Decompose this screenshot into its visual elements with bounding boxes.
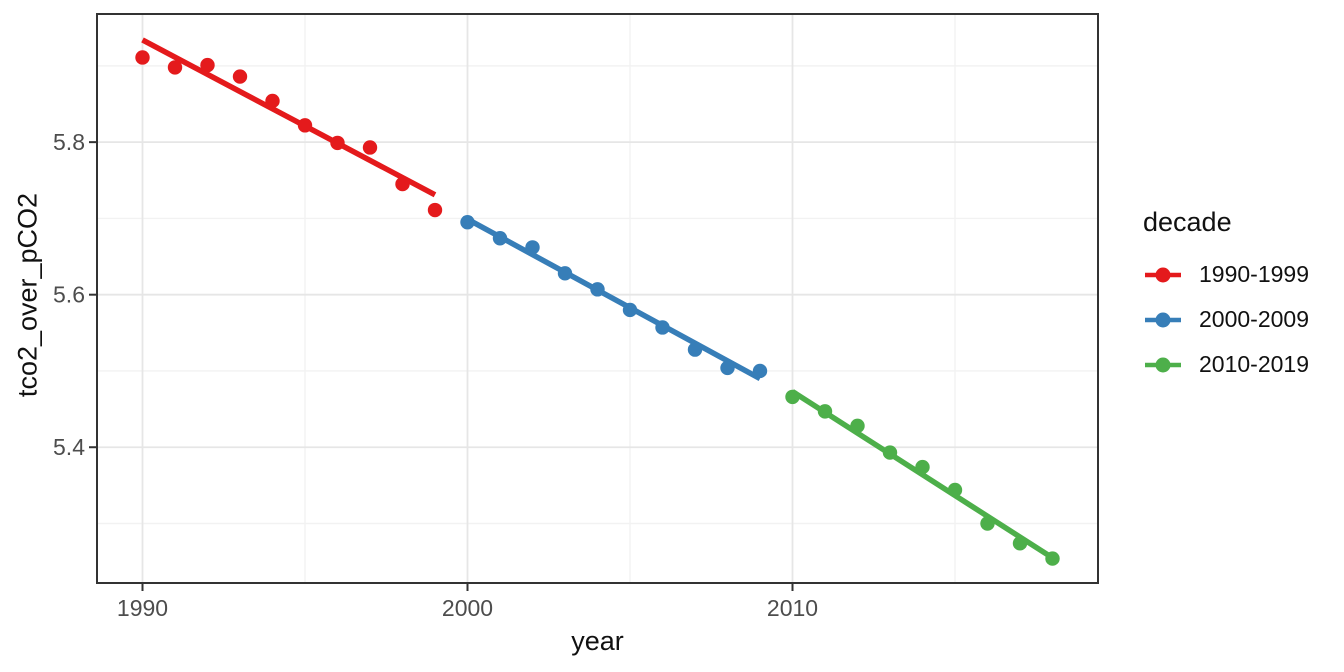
data-point-1990-1999 — [362, 140, 378, 155]
data-point-1990-1999 — [265, 93, 280, 109]
data-point-2000-2009 — [525, 240, 540, 255]
data-point-1990-1999 — [135, 50, 150, 65]
data-point-2000-2009 — [590, 282, 605, 297]
data-point-2000-2009 — [460, 215, 475, 230]
data-point-2000-2009 — [687, 342, 703, 357]
data-point-2000-2009 — [752, 363, 768, 379]
legend-key-icon — [1145, 357, 1181, 372]
trend-line-2000-2009 — [466, 216, 762, 382]
data-point-1990-1999 — [395, 176, 410, 192]
data-point-2010-2019 — [915, 459, 930, 475]
y-axis-title: tco2_over_pCO2 — [12, 192, 43, 398]
legend: decade 1990-1999 2000-2009 2010-2019 — [1143, 207, 1309, 387]
data-point-2010-2019 — [817, 404, 833, 419]
data-point-2000-2009 — [492, 231, 508, 246]
data-point-2010-2019 — [785, 389, 800, 405]
data-point-1990-1999 — [232, 69, 248, 84]
data-point-2000-2009 — [557, 266, 573, 281]
data-point-1990-1999 — [200, 57, 215, 73]
trend-line-2010-2019 — [791, 389, 1054, 561]
x-tick-label: 1990 — [117, 595, 168, 621]
panel-border — [96, 13, 1099, 584]
panel-background — [97, 14, 1098, 583]
trend-line-1990-1999 — [141, 37, 437, 198]
legend-item-label: 1990-1999 — [1199, 261, 1309, 287]
data-point-2010-2019 — [1045, 551, 1060, 566]
data-point-2010-2019 — [882, 445, 898, 460]
x-tick-label: 2000 — [442, 595, 493, 621]
legend-title: decade — [1143, 207, 1232, 237]
y-tick-label: 5.8 — [53, 129, 85, 155]
data-point-1990-1999 — [297, 118, 313, 133]
legend-key-icon — [1145, 312, 1181, 327]
data-point-2010-2019 — [850, 418, 865, 434]
data-point-1990-1999 — [167, 60, 183, 75]
legend-item-label: 2010-2019 — [1199, 351, 1309, 377]
legend-item-2010-2019: 2010-2019 — [1143, 342, 1309, 387]
data-point-2010-2019 — [1012, 536, 1028, 551]
legend-item-1990-1999: 1990-1999 — [1143, 252, 1309, 297]
x-tick-label: 2010 — [767, 595, 818, 621]
legend-items: 1990-1999 2000-2009 2010-2019 — [1143, 252, 1309, 387]
data-point-2000-2009 — [720, 360, 735, 376]
data-point-2000-2009 — [622, 302, 638, 318]
y-tick-label: 5.6 — [53, 282, 85, 308]
x-axis-title: year — [571, 626, 624, 656]
data-point-2010-2019 — [947, 482, 963, 498]
data-point-2000-2009 — [655, 320, 670, 335]
legend-key-icon — [1145, 267, 1181, 282]
y-tick-label: 5.4 — [53, 434, 85, 460]
data-point-2010-2019 — [980, 516, 995, 531]
data-point-1990-1999 — [330, 135, 345, 151]
legend-item-label: 2000-2009 — [1199, 306, 1309, 332]
legend-item-2000-2009: 2000-2009 — [1143, 297, 1309, 342]
data-point-1990-1999 — [427, 202, 443, 218]
